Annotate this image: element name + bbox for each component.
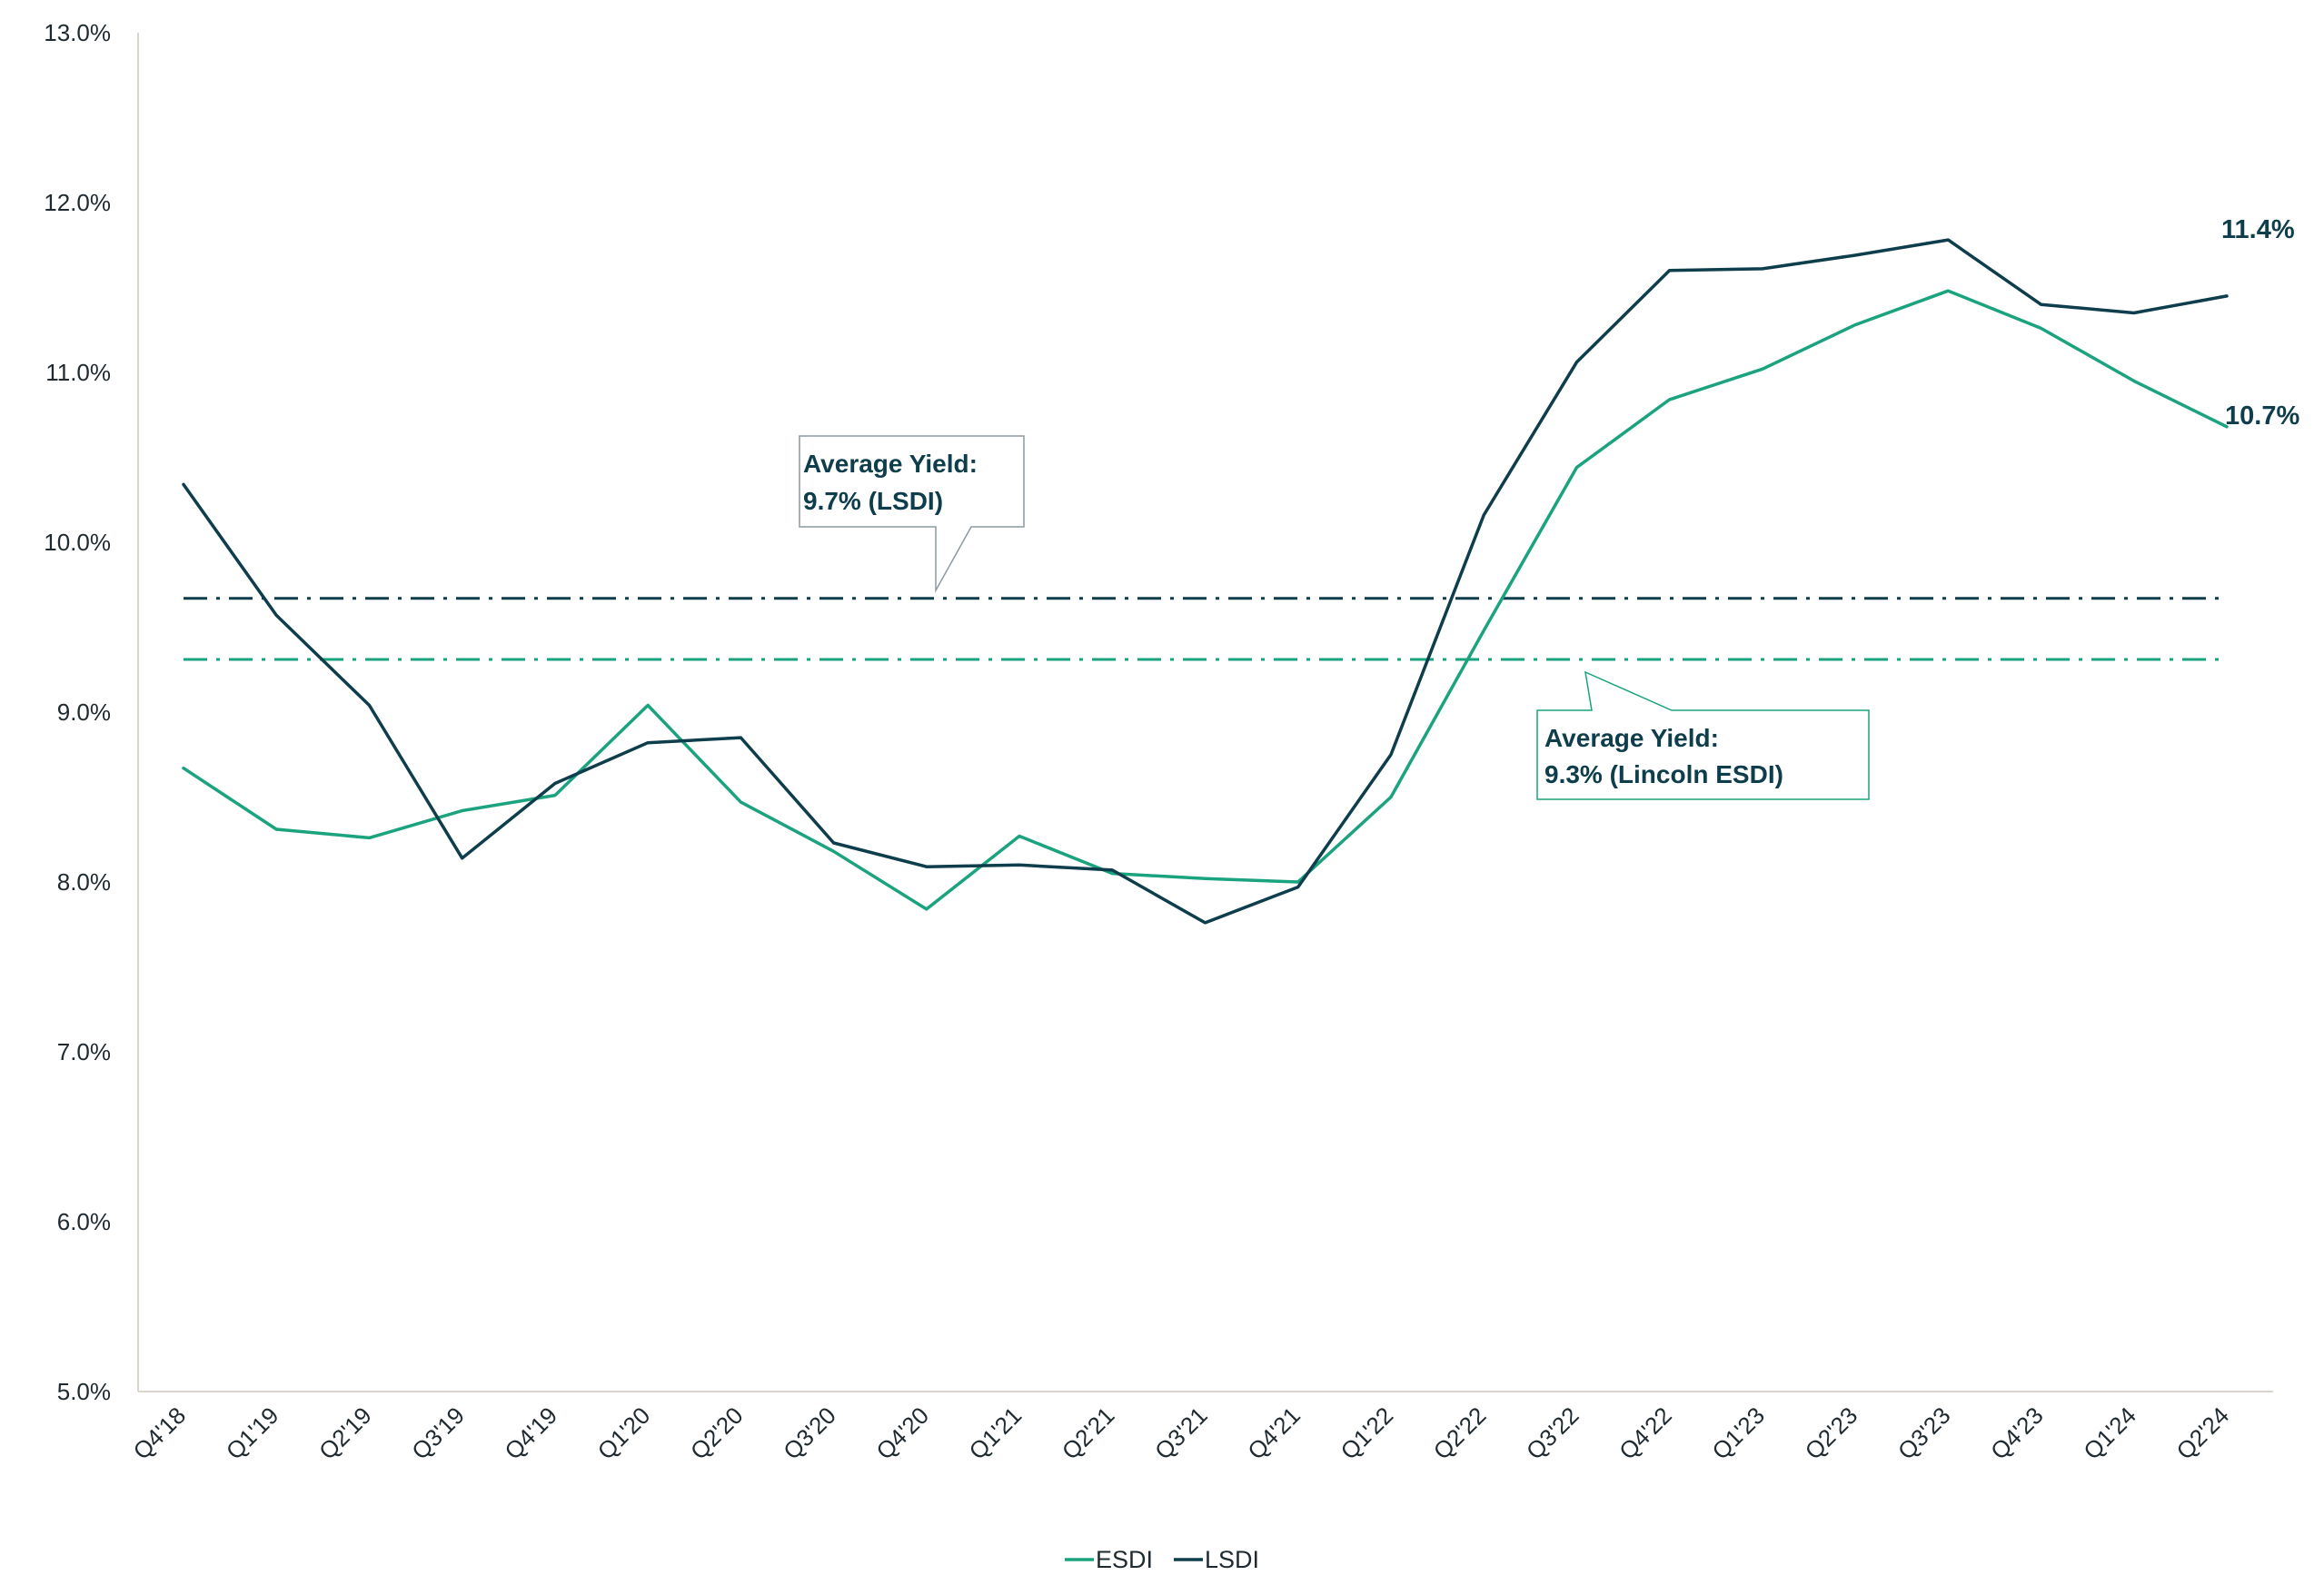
- x-tick-label: Q1'21: [964, 1402, 1028, 1465]
- x-tick-label: Q3'19: [406, 1402, 470, 1465]
- x-tick-label: Q3'23: [1892, 1402, 1956, 1465]
- legend: ESDI LSDI: [1065, 1546, 1259, 1573]
- average-callout-esdi-box: [1536, 670, 1870, 800]
- x-tick-label: Q4'23: [1985, 1402, 2049, 1465]
- labels-layer: 11.4% 10.7%: [2221, 215, 2299, 431]
- y-tick-label: 8.0%: [57, 868, 111, 896]
- x-tick-label: Q2'22: [1428, 1402, 1492, 1465]
- axes-layer: 5.0% 6.0% 7.0% 8.0% 9.0% 10.0% 11.0% 12.0% 13.0%…: [44, 19, 2273, 1465]
- y-tick-label: 10.0%: [44, 529, 111, 556]
- legend-label-esdi: ESDI: [1096, 1546, 1153, 1573]
- average-callout-lsdi-line2: 9.7% (LSDI): [803, 487, 943, 515]
- x-tick-label: Q1'22: [1335, 1402, 1398, 1465]
- series-line-esdi: [182, 289, 2229, 911]
- average-callout-lsdi-box: [799, 435, 1025, 593]
- x-tick-label: Q2'24: [2171, 1402, 2235, 1465]
- x-tick-label: Q3'20: [778, 1402, 841, 1465]
- y-tick-label: 5.0%: [57, 1378, 111, 1405]
- y-tick-label: 6.0%: [57, 1208, 111, 1235]
- x-tick-label: Q4'20: [870, 1402, 934, 1465]
- x-tick-label: Q4'19: [499, 1402, 562, 1465]
- series-line-lsdi: [182, 238, 2229, 925]
- x-tick-label: Q1'24: [2078, 1402, 2141, 1465]
- y-tick-label: 11.0%: [45, 359, 111, 386]
- average-callout-esdi-line2: 9.3% (Lincoln ESDI): [1544, 760, 1783, 788]
- legend-label-lsdi: LSDI: [1205, 1546, 1259, 1573]
- x-tick-label: Q1'23: [1706, 1402, 1770, 1465]
- end-label-esdi: 10.7%: [2225, 401, 2299, 431]
- average-callout-esdi-line1: Average Yield:: [1544, 724, 1719, 752]
- x-tick-label: Q1'19: [221, 1402, 284, 1465]
- end-label-lsdi: 11.4%: [2221, 215, 2295, 244]
- x-tick-label: Q2'20: [685, 1402, 749, 1465]
- y-tick-label: 9.0%: [57, 698, 111, 726]
- x-tick-label: Q1'20: [592, 1402, 656, 1465]
- x-tick-label: Q4'21: [1242, 1402, 1306, 1465]
- series-layer: [182, 238, 2229, 925]
- x-tick-label: Q2'19: [313, 1402, 377, 1465]
- callout-layer: Average Yield: 9.7% (LSDI) Average Yield: 9…: [799, 435, 1870, 800]
- average-lines-layer: [184, 597, 2227, 661]
- y-tick-label: 12.0%: [44, 189, 111, 216]
- x-tick-label: Q3'22: [1521, 1402, 1584, 1465]
- average-callout-lsdi-line1: Average Yield:: [803, 450, 978, 478]
- x-tick-label: Q4'22: [1614, 1402, 1677, 1465]
- x-tick-label: Q2'21: [1057, 1402, 1120, 1465]
- x-tick-label: Q3'21: [1149, 1402, 1213, 1465]
- y-tick-label: 7.0%: [57, 1038, 111, 1065]
- x-tick-label: Q2'23: [1800, 1402, 1863, 1465]
- y-tick-label: 13.0%: [44, 19, 111, 46]
- x-tick-label: Q4'18: [128, 1402, 192, 1465]
